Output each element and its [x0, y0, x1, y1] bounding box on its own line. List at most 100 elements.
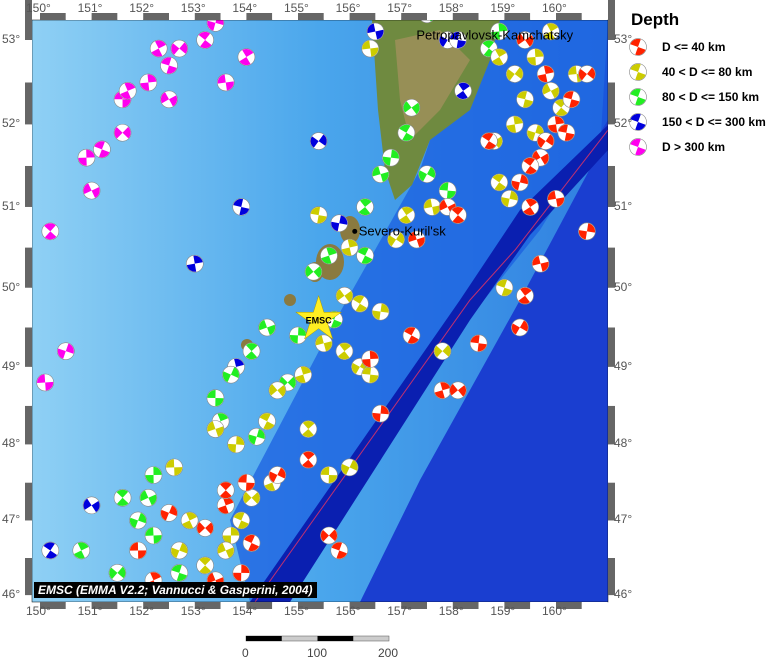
longitude-label: 152°: [129, 1, 155, 15]
earthquake-beachball: [330, 541, 349, 560]
frame-tick: [25, 557, 32, 596]
legend-label: 40 < D <= 80 km: [662, 64, 753, 79]
earthquake-beachball: [536, 65, 555, 83]
earthquake-beachball: [511, 318, 529, 337]
earthquake-beachball: [521, 198, 540, 216]
frame-tick: [40, 602, 66, 609]
frame-tick: [504, 13, 531, 20]
earthquake-beachball: [366, 22, 385, 41]
latitude-label: 51°: [614, 198, 633, 213]
earthquake-beachball: [258, 412, 276, 431]
earthquake-beachball: [578, 65, 596, 83]
earthquake-beachball: [129, 541, 147, 560]
earthquake-beachball: [536, 132, 555, 150]
earthquake-beachball: [521, 157, 540, 175]
latitude-label: 48°: [614, 436, 633, 451]
longitude-label: 157°: [387, 1, 413, 15]
latitude-label: 53°: [614, 32, 633, 46]
city-label: Severo-Kuril'sk: [359, 223, 447, 238]
legend-item: D > 300 km: [628, 134, 766, 159]
earthquake-beachball: [309, 132, 328, 150]
frame-tick: [143, 13, 169, 20]
longitude-label: 152°: [129, 604, 155, 618]
beachball-icon: [629, 37, 647, 56]
frame-tick: [25, 405, 32, 445]
frame-tick: [298, 13, 324, 20]
earthquake-beachball: [516, 286, 534, 305]
earthquake-beachball: [242, 534, 261, 552]
map-credit: EMSC (EMMA V2.2; Vannucci & Gasperini, 2…: [34, 582, 317, 598]
frame-tick: [194, 13, 221, 20]
frame-tick: [608, 557, 615, 596]
latitude-label: 47°: [614, 512, 633, 527]
earthquake-beachball: [222, 365, 240, 384]
frame-tick: [608, 247, 615, 288]
earthquake-beachball: [402, 98, 421, 117]
earthquake-beachball: [82, 496, 101, 515]
earthquake-beachball: [371, 302, 390, 321]
frame-tick: [25, 327, 32, 367]
earthquake-beachball: [82, 181, 101, 200]
legend-title: Depth: [631, 10, 680, 29]
earthquake-beachball: [542, 22, 560, 41]
depth-legend: Depth D <= 40 km 40 < D <= 80 km 80 < D <=…: [628, 10, 766, 159]
frame-tick: [25, 165, 32, 207]
longitude-label: 159°: [490, 604, 516, 618]
frame-tick: [401, 13, 427, 20]
earthquake-beachball: [495, 278, 514, 297]
earthquake-beachball: [361, 350, 380, 368]
earthquake-beachball: [511, 173, 529, 192]
frame-tick: [25, 82, 32, 125]
earthquake-beachball: [232, 198, 251, 216]
earthquake-beachball: [77, 148, 96, 167]
beachball-icon: [629, 62, 647, 81]
longitude-label: 153°: [180, 1, 206, 15]
earthquake-beachball: [165, 458, 183, 477]
earthquake-beachball: [232, 564, 251, 582]
frame-tick: [401, 602, 427, 609]
earthquake-beachball: [490, 22, 509, 41]
frame-tick: [530, 602, 556, 609]
frame-tick: [40, 13, 66, 20]
latitude-label: 46°: [2, 587, 21, 602]
frame-tick: [427, 13, 453, 20]
beachball-icon: [629, 112, 647, 131]
beachball-icon: [629, 137, 647, 156]
earthquake-beachball: [351, 294, 369, 313]
frame-tick: [25, 520, 32, 558]
city-marker: [352, 228, 358, 234]
frame-tick: [323, 602, 350, 609]
earthquake-beachball: [108, 564, 127, 582]
frame-tick: [298, 602, 324, 609]
frame-tick: [246, 602, 273, 609]
earthquake-beachball: [206, 20, 225, 32]
frame-tick: [427, 602, 453, 609]
earthquake-beachball: [500, 189, 519, 208]
earthquake-beachball: [371, 165, 390, 183]
earthquake-beachball: [423, 198, 441, 216]
earthquake-beachball: [449, 381, 467, 400]
earthquake-beachball: [247, 427, 266, 446]
earthquake-beachball: [242, 342, 261, 360]
frame-tick: [272, 13, 298, 20]
kuril-island: [284, 294, 296, 306]
longitude-label: 159°: [490, 1, 516, 15]
frame-tick: [530, 13, 556, 20]
latitude-label: 47°: [2, 512, 21, 527]
frame-tick: [169, 602, 195, 609]
earthquake-beachball: [469, 334, 488, 353]
earthquake-beachball: [160, 504, 178, 522]
earthquake-beachball: [490, 173, 509, 192]
earthquake-beachball: [382, 148, 400, 167]
scale-label-100: 100: [307, 646, 328, 660]
frame-tick: [349, 13, 376, 20]
frame-tick: [608, 287, 615, 328]
earthquake-beachball: [216, 496, 235, 515]
earthquake-beachball: [449, 31, 467, 49]
latitude-label: 53°: [2, 32, 21, 46]
earthquake-beachball: [196, 519, 214, 537]
earthquake-beachball: [542, 82, 560, 100]
frame-tick: [25, 206, 32, 248]
earthquake-beachball: [196, 556, 214, 575]
